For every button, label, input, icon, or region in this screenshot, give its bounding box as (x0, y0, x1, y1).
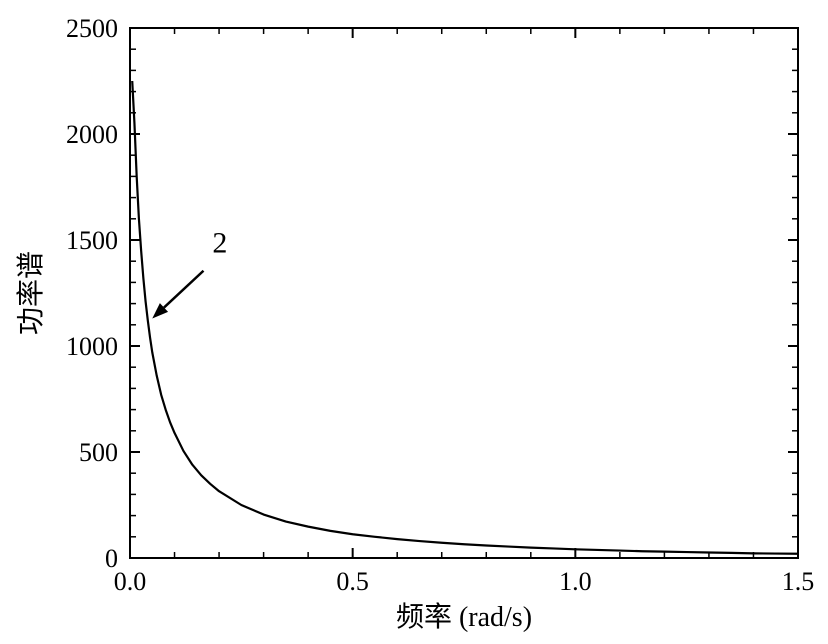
y-tick-label: 2500 (66, 14, 118, 43)
y-axis-label: 功率谱 (15, 251, 47, 335)
x-tick-label: 1.0 (559, 567, 592, 596)
y-tick-label: 0 (105, 544, 118, 573)
y-tick-label: 1000 (66, 332, 118, 361)
power-spectrum-chart: 0.0 0.5 1.0 1.5 0 500 1000 1500 2000 2500 频率 (rad/… (0, 0, 828, 644)
y-tick-label: 1500 (66, 226, 118, 255)
y-tick-label: 2000 (66, 120, 118, 149)
y-tick-label: 500 (79, 438, 118, 467)
x-axis-label: 频率 (rad/s) (396, 601, 532, 633)
x-tick-label: 0.5 (336, 567, 369, 596)
x-tick-label: 1.5 (782, 567, 815, 596)
chart-container: 0.0 0.5 1.0 1.5 0 500 1000 1500 2000 2500 频率 (rad/… (0, 0, 828, 644)
x-tick-label: 0.0 (114, 567, 147, 596)
annotation-label: 2 (212, 227, 227, 260)
